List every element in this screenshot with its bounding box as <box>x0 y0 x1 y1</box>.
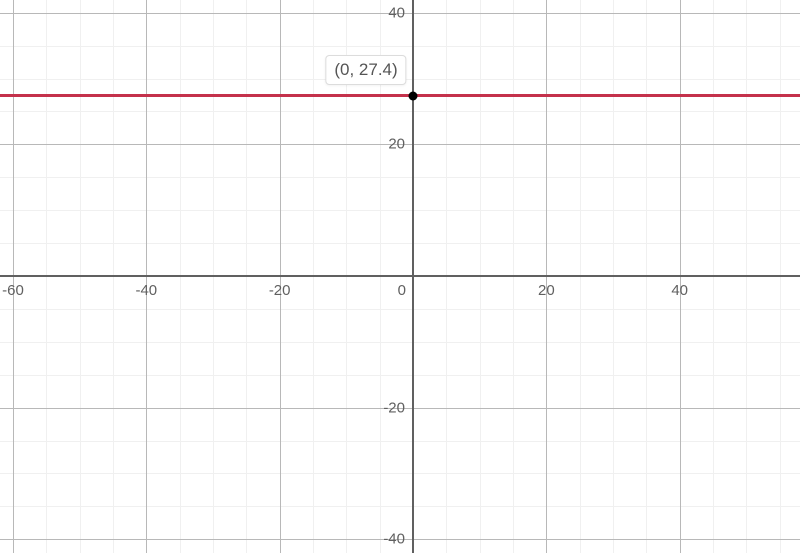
y-tick-label: -20 <box>383 399 405 416</box>
x-tick-label: -20 <box>269 282 291 299</box>
y-tick-label: -40 <box>383 531 405 548</box>
point-marker <box>409 91 418 100</box>
y-tick-label: 20 <box>388 136 405 153</box>
x-axis <box>0 275 800 277</box>
x-tick-label: 40 <box>671 282 688 299</box>
y-tick-label: 40 <box>388 4 405 21</box>
horizontal-line <box>0 94 800 97</box>
point-label: (0, 27.4) <box>325 55 406 85</box>
x-tick-label: -60 <box>2 282 24 299</box>
coordinate-plane: -60 -40 -20 0 20 40 -40 -20 20 40 (0, 27.4) <box>0 0 800 553</box>
x-tick-label: 20 <box>538 282 555 299</box>
x-tick-label: -40 <box>135 282 157 299</box>
x-tick-label: 0 <box>398 282 406 299</box>
